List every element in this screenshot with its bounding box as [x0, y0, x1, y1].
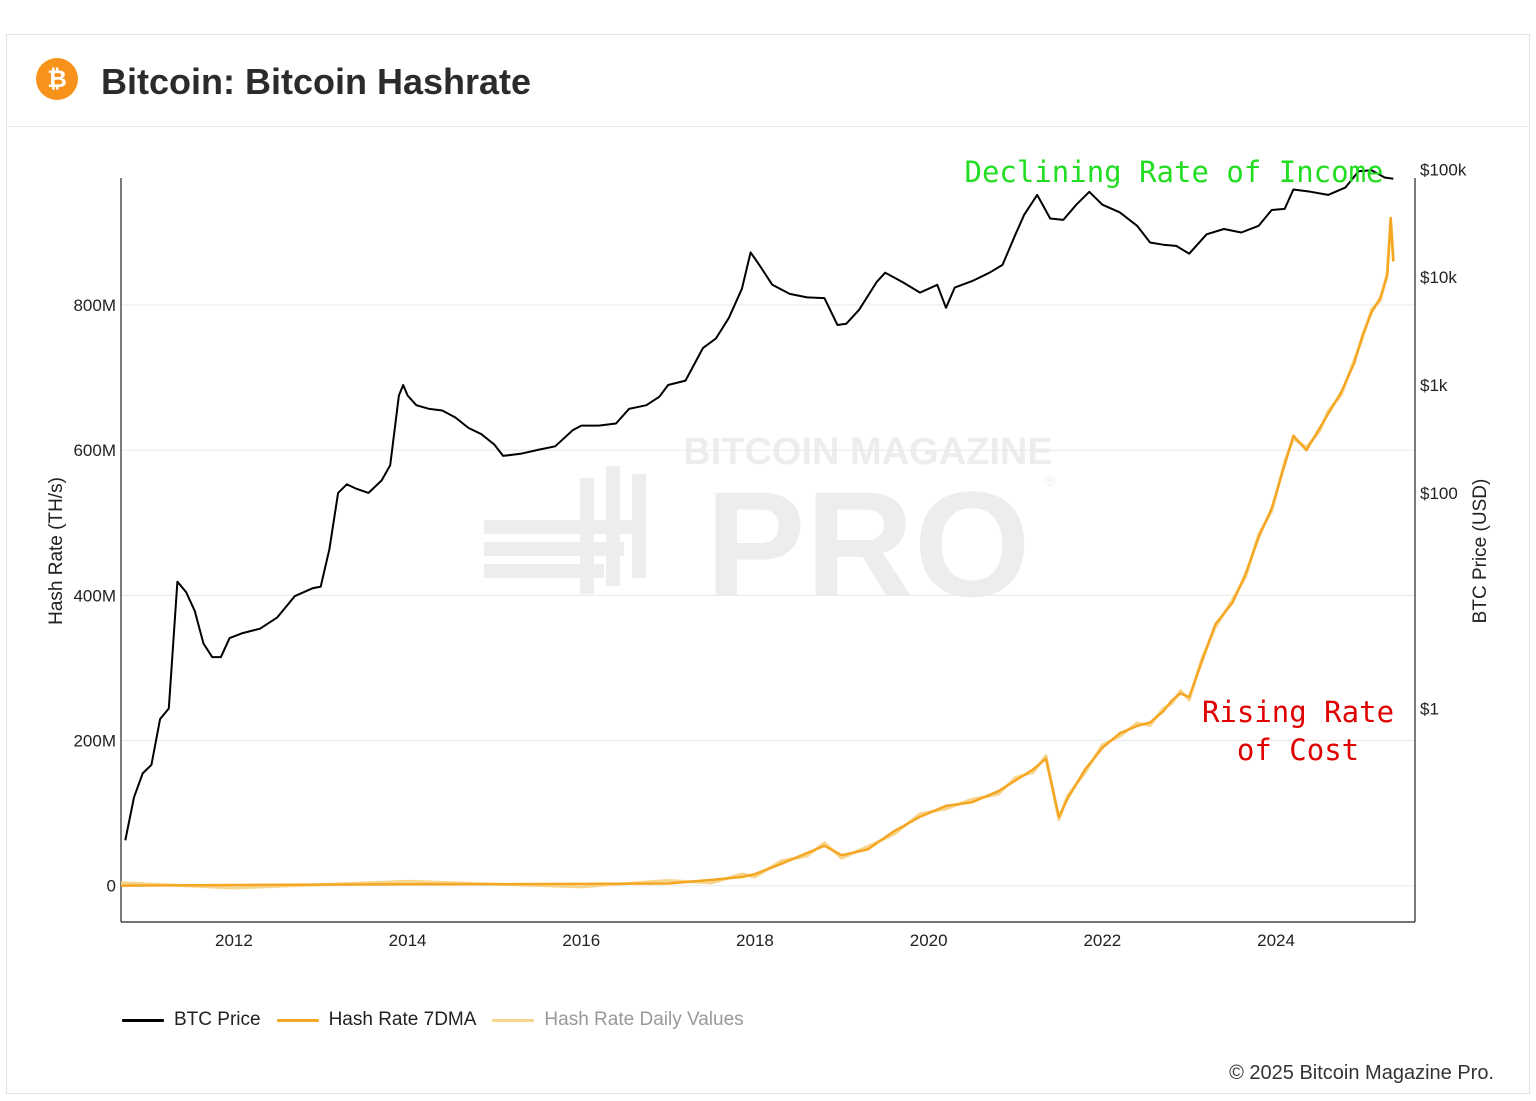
y-axis-ticks: 0 200M 400M 600M 800M — [73, 296, 116, 896]
x-tick-label: 2024 — [1257, 931, 1295, 950]
watermark-line1: BITCOIN MAGAZINE — [683, 431, 1052, 473]
y-tick-label: 400M — [73, 586, 116, 605]
annotation-rising-cost-line2: of Cost — [1237, 733, 1359, 767]
y-axis-label: Hash Rate (TH/s) — [46, 477, 67, 625]
bitcoin-logo-icon: ₿ — [36, 58, 78, 100]
chart-card: ₿ Bitcoin: Bitcoin Hashrate — [6, 34, 1530, 1094]
series-btc-price-line — [124, 169, 1394, 841]
annotation-rising-cost-line1: Rising Rate — [1202, 695, 1394, 729]
y2-tick-label: $1 — [1420, 700, 1439, 719]
y2-axis-ticks: $1 $100 $1k $10k $100k — [1420, 160, 1467, 718]
svg-text:₿: ₿ — [47, 65, 67, 93]
gridlines — [121, 304, 1415, 887]
legend-label-hash-rate-7dma: Hash Rate 7DMA — [328, 1009, 477, 1030]
x-axis-ticks: 2012 2014 2016 2018 2020 2022 2024 — [215, 931, 1295, 950]
x-tick-label: 2012 — [215, 931, 253, 950]
y-tick-label: 0 — [107, 877, 116, 896]
x-tick-label: 2020 — [910, 931, 948, 950]
series-hash-rate-7dma-line — [120, 216, 1395, 887]
y-tick-label: 200M — [73, 732, 116, 751]
y2-tick-label: $10k — [1420, 268, 1457, 287]
legend-item-btc-price[interactable]: BTC Price — [122, 1009, 261, 1031]
x-tick-label: 2022 — [1083, 931, 1121, 950]
legend-swatch-hash-rate-daily — [492, 1018, 535, 1022]
legend-item-hash-rate-7dma[interactable]: Hash Rate 7DMA — [276, 1009, 477, 1031]
y2-tick-label: $100k — [1420, 160, 1467, 179]
copyright-text: © 2025 Bitcoin Magazine Pro. — [1229, 1062, 1494, 1084]
annotation-declining-income: Declining Rate of Income — [964, 155, 1383, 189]
legend-item-hash-rate-daily[interactable]: Hash Rate Daily Values — [492, 1009, 744, 1031]
plot-frame — [120, 178, 1416, 923]
y2-axis-label: BTC Price (USD) — [1470, 479, 1491, 624]
chart-header: ₿ Bitcoin: Bitcoin Hashrate — [7, 35, 1529, 127]
watermark-bars-icon — [484, 466, 646, 594]
x-tick-label: 2018 — [736, 931, 774, 950]
y2-tick-label: $1k — [1420, 376, 1448, 395]
y-tick-label: 600M — [73, 441, 116, 460]
page-title: Bitcoin: Bitcoin Hashrate — [101, 61, 532, 102]
series-layer — [120, 169, 1395, 890]
watermark-line2: PRO — [705, 460, 1030, 628]
chart-legend: BTC Price Hash Rate 7DMA Hash Rate Daily… — [122, 1008, 744, 1032]
y2-tick-label: $100 — [1420, 484, 1458, 503]
x-tick-label: 2014 — [389, 931, 427, 950]
watermark-mark: ® — [1044, 473, 1056, 490]
x-tick-label: 2016 — [562, 931, 600, 950]
y-tick-label: 800M — [73, 296, 116, 315]
legend-swatch-btc-price — [122, 1018, 164, 1022]
watermark: BITCOIN MAGAZINE PRO ® — [484, 431, 1056, 628]
legend-label-hash-rate-daily: Hash Rate Daily Values — [544, 1009, 744, 1030]
legend-label-btc-price: BTC Price — [174, 1009, 261, 1030]
legend-swatch-hash-rate-7dma — [276, 1018, 319, 1022]
